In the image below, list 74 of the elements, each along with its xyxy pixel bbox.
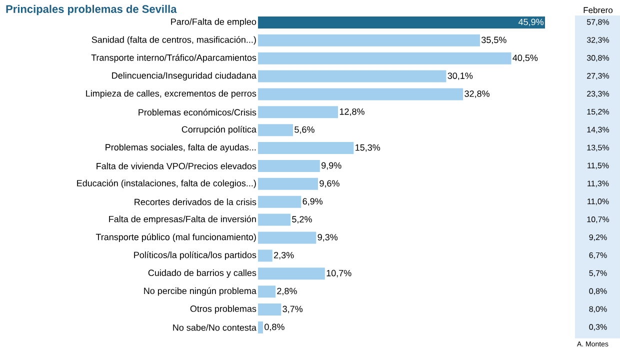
text: 9,2% bbox=[589, 234, 607, 242]
bar bbox=[258, 322, 264, 334]
text: Febrero bbox=[584, 6, 613, 14]
text: 57,8% bbox=[586, 19, 610, 26]
data-label: 2,3% bbox=[274, 252, 294, 260]
bar bbox=[258, 196, 302, 208]
bar bbox=[258, 232, 316, 244]
y-tick-label: Problemas económicos/Crisis bbox=[138, 108, 256, 116]
data-label: 35,5% bbox=[482, 36, 506, 44]
bar bbox=[258, 88, 464, 100]
bar bbox=[258, 214, 291, 226]
y-tick-label: Políticos/la política/los partidos bbox=[134, 252, 256, 260]
text: 13,5% bbox=[587, 144, 610, 152]
y-tick-label: Recortes derivados de la crisis bbox=[134, 198, 256, 206]
text: 0,3% bbox=[589, 324, 607, 331]
bar bbox=[258, 124, 294, 136]
text: 8,0% bbox=[589, 306, 607, 313]
data-label: 9,3% bbox=[318, 234, 338, 242]
bar bbox=[258, 52, 512, 64]
data-label: 9,6% bbox=[320, 180, 340, 188]
data-label: 6,9% bbox=[302, 198, 323, 206]
text: 23,3% bbox=[587, 91, 610, 98]
text: 5,7% bbox=[589, 270, 607, 278]
bar bbox=[258, 70, 446, 82]
text: 14,3% bbox=[587, 126, 610, 134]
bar bbox=[258, 250, 272, 262]
text: 10,7% bbox=[587, 216, 610, 224]
y-tick-label: Transporte público (mal funcionamiento) bbox=[96, 234, 256, 242]
data-label: 5,2% bbox=[292, 216, 312, 224]
text: 15,2% bbox=[587, 108, 610, 116]
text: 11,3% bbox=[588, 180, 609, 188]
text: 11,5% bbox=[588, 162, 609, 170]
bar bbox=[258, 142, 354, 154]
y-tick-label: Delincuencia/Inseguridad ciudadana bbox=[112, 72, 256, 81]
y-tick-label: No sabe/No contesta bbox=[173, 324, 256, 331]
data-label: 5,6% bbox=[294, 126, 314, 134]
text: 32,3% bbox=[586, 37, 610, 44]
data-label: 0,8% bbox=[264, 324, 284, 332]
bar bbox=[258, 304, 282, 316]
y-tick-label: Problemas sociales, falta de ayudas... bbox=[106, 144, 256, 152]
bar bbox=[258, 178, 318, 190]
data-label: 40,5% bbox=[512, 54, 538, 62]
text: 0,8% bbox=[589, 288, 607, 295]
y-tick-label: Transporte interno/Tráfico/Aparcamientos bbox=[91, 54, 256, 63]
data-label: 12,8% bbox=[340, 108, 364, 116]
data-label: 10,7% bbox=[326, 270, 352, 278]
text: 27,3% bbox=[587, 73, 610, 80]
data-label: 15,3% bbox=[356, 144, 380, 152]
y-tick-label: Limpieza de calles, excrementos de perros bbox=[86, 90, 256, 99]
data-label: 2,8% bbox=[277, 288, 297, 296]
y-tick-label: Corrupción política bbox=[182, 126, 256, 134]
y-tick-label: Otros problemas bbox=[190, 305, 256, 314]
text: 30,8% bbox=[586, 55, 610, 62]
data-label: 45,9% bbox=[518, 18, 544, 26]
bar bbox=[258, 268, 325, 280]
bar bbox=[258, 106, 338, 118]
y-tick-label: Falta de empresas/Falta de inversión bbox=[109, 216, 256, 224]
y-tick-label: Paro/Falta de empleo bbox=[171, 18, 256, 27]
y-tick-label: Educación (instalaciones, falta de colegios...) bbox=[77, 180, 256, 188]
bar bbox=[258, 286, 276, 298]
text: 11,0% bbox=[588, 198, 609, 206]
bar bbox=[258, 34, 480, 47]
y-tick-label: Falta de vivienda VPO/Precios elevados bbox=[96, 162, 256, 170]
y-tick-label: Cuidado de barrios y calles bbox=[148, 270, 256, 278]
data-label: 3,7% bbox=[282, 306, 303, 314]
text: Principales problemas de Sevilla bbox=[6, 4, 177, 16]
y-tick-label: No percibe ningún problema bbox=[144, 287, 256, 296]
bar bbox=[258, 16, 545, 29]
data-label: 30,1% bbox=[448, 72, 473, 80]
data-label: 9,9% bbox=[322, 162, 342, 170]
data-label: 32,8% bbox=[464, 90, 490, 98]
text: 6,7% bbox=[589, 252, 607, 260]
bar bbox=[258, 160, 320, 172]
y-tick-label: Sanidad (falta de centros, masificación...) bbox=[92, 36, 256, 45]
